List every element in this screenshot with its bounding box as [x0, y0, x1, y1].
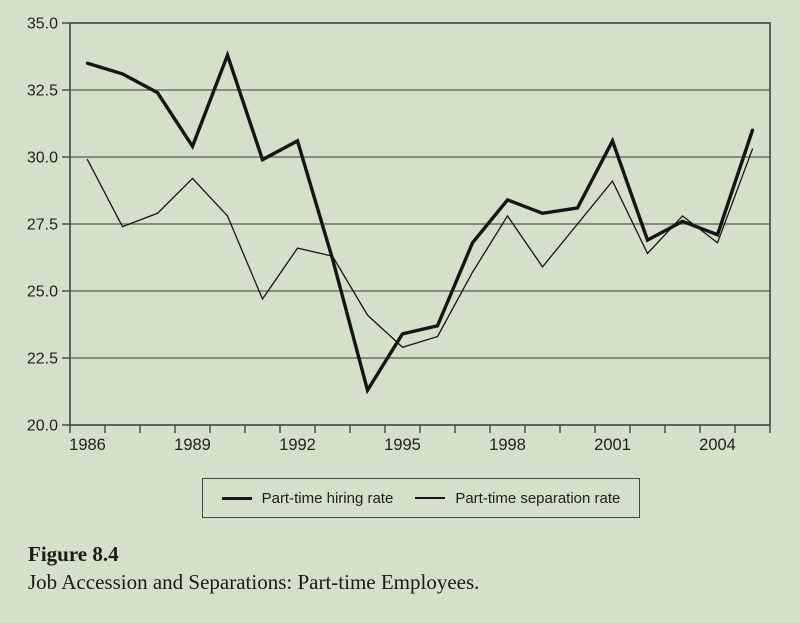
x-axis-label: 1989	[174, 436, 211, 454]
x-axis-label: 1986	[69, 436, 106, 454]
y-axis-label: 27.5	[27, 217, 58, 234]
series-line-separation-rate	[86, 148, 754, 349]
y-axis-label: 32.5	[27, 83, 58, 100]
y-axis-label: 30.0	[27, 150, 58, 167]
legend-label-separation-rate: Part-time separation rate	[455, 489, 621, 507]
figure-number: Figure 8.4	[28, 542, 119, 566]
x-axis-label: 1995	[384, 436, 421, 454]
y-axis-label: 20.0	[27, 418, 58, 435]
y-axis-label: 22.5	[27, 351, 58, 368]
y-axis-label: 35.0	[27, 16, 58, 33]
x-axis-label: 1998	[489, 436, 526, 454]
x-axis-label: 1992	[279, 436, 316, 454]
legend-item-hiring-rate: Part-time hiring rate	[221, 489, 394, 507]
figure-title-text: Job Accession and Separations: Part-time…	[28, 570, 480, 594]
thick-line-swatch	[221, 496, 252, 500]
x-axis-label: 2001	[594, 436, 631, 454]
legend-item-separation-rate: Part-time separation rate	[415, 490, 620, 507]
thin-line-swatch	[415, 497, 446, 499]
series-line-hiring-rate	[85, 50, 755, 395]
x-axis-label: 2004	[699, 436, 736, 454]
legend-label-hiring-rate: Part-time hiring rate	[261, 489, 394, 507]
line-chart-plot: 20.0 22.5 25.0 27.5 30.0 32.5 35.0 1986 1989 1992…	[27, 16, 771, 454]
y-axis-label: 25.0	[27, 284, 58, 301]
chart-legend: Part-time hiring rate Part-time separati…	[202, 478, 640, 518]
figure-caption: Figure 8.4 Job Accession and Separations…	[28, 540, 479, 596]
